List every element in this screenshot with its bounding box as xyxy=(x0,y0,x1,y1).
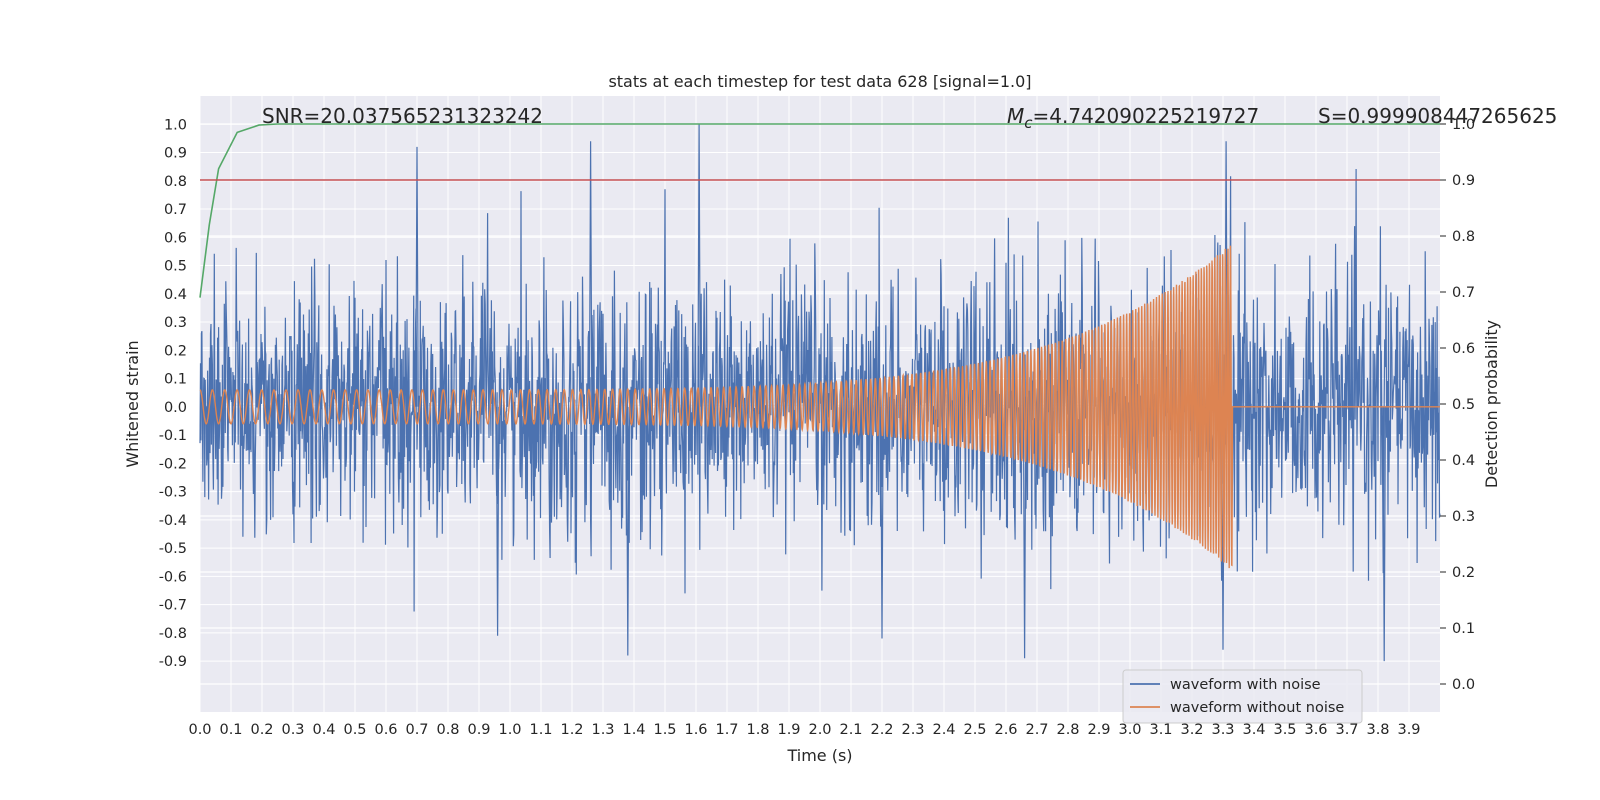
x-tick-label: 2.0 xyxy=(808,722,831,738)
y-tick-label: 0.8 xyxy=(164,174,187,190)
x-tick-label: 0.4 xyxy=(312,722,335,738)
y2-tick-labels: 0.0 0.1 0.2 0.3 0.4 0.5 0.6 0.7 0.8 0.9 1.0 xyxy=(1440,117,1475,693)
x-tick-label: 3.9 xyxy=(1397,722,1420,738)
x-tick-label: 2.4 xyxy=(932,722,955,738)
chirp-mass-value: =4.742090225219727 xyxy=(1033,104,1260,128)
chirp-mass-subscript: c xyxy=(1024,114,1033,132)
x-tick-label: 3.2 xyxy=(1180,722,1203,738)
y-tick-label: 0.3 xyxy=(164,315,187,331)
x-tick-label: 0.9 xyxy=(467,722,490,738)
chirp-mass-symbol: M xyxy=(1007,104,1024,128)
x-tick-label: 2.2 xyxy=(870,722,893,738)
x-tick-label: 0.1 xyxy=(219,722,242,738)
y-tick-label: 0.0 xyxy=(164,400,187,416)
series-layer xyxy=(199,123,1441,662)
x-tick-label: 2.3 xyxy=(901,722,924,738)
y2-tick-label: 1.0 xyxy=(1452,117,1475,133)
y-tick-label: -0.2 xyxy=(159,456,187,472)
x-tick-label: 2.7 xyxy=(1025,722,1048,738)
chirp-mass-annotation: Mc=4.742090225219727 xyxy=(1007,104,1259,132)
x-tick-label: 1.3 xyxy=(591,722,614,738)
y-tick-label: 0.6 xyxy=(164,230,187,246)
x-tick-label: 1.0 xyxy=(498,722,521,738)
y2-tick-label: 0.6 xyxy=(1452,341,1475,357)
x-tick-label: 0.7 xyxy=(405,722,428,738)
x-tick-label: 3.0 xyxy=(1118,722,1141,738)
x-tick-label: 3.7 xyxy=(1335,722,1358,738)
legend-label-noise: waveform with noise xyxy=(1170,677,1321,693)
legend: waveform with noise waveform without noi… xyxy=(1122,669,1363,724)
legend-box xyxy=(1122,669,1363,724)
x-tick-label: 0.6 xyxy=(374,722,397,738)
series-detection-probability xyxy=(199,123,1440,298)
x-tick-label: 2.5 xyxy=(963,722,986,738)
x-tick-label: 0.2 xyxy=(250,722,273,738)
y-tick-label: 0.7 xyxy=(164,202,187,218)
y-tick-label: -0.5 xyxy=(159,541,187,557)
y-tick-label: -0.3 xyxy=(159,485,187,501)
y-tick-label: -0.1 xyxy=(159,428,187,444)
y2-tick-label: 0.8 xyxy=(1452,229,1475,245)
y2-tick-label: 0.1 xyxy=(1452,621,1475,637)
chart-title: stats at each timestep for test data 628… xyxy=(608,72,1031,91)
y-tick-label: 0.9 xyxy=(164,146,187,162)
y2-tick-label: 0.7 xyxy=(1452,285,1475,301)
legend-label-clean: waveform without noise xyxy=(1170,700,1344,716)
x-axis-label: Time (s) xyxy=(786,746,852,765)
y-tick-label: -0.7 xyxy=(159,598,187,614)
y-tick-label: -0.9 xyxy=(159,654,187,670)
x-tick-label: 0.3 xyxy=(281,722,304,738)
x-tick-label: 2.9 xyxy=(1087,722,1110,738)
x-tick-label: 2.6 xyxy=(994,722,1017,738)
y2-axis-label: Detection probability xyxy=(1482,320,1501,488)
x-tick-label: 1.8 xyxy=(746,722,769,738)
x-tick-label: 1.2 xyxy=(560,722,583,738)
y-tick-label: 0.1 xyxy=(164,372,187,388)
x-tick-label: 1.4 xyxy=(622,722,645,738)
x-tick-label: 1.6 xyxy=(684,722,707,738)
y-tick-label: 0.5 xyxy=(164,259,187,275)
y-axis-label: Whitened strain xyxy=(123,340,142,467)
y2-tick-label: 0.0 xyxy=(1452,677,1475,693)
y-tick-label: 1.0 xyxy=(164,117,187,133)
significance-annotation: S=0.999908447265625 xyxy=(1318,104,1557,128)
y2-tick-label: 0.5 xyxy=(1452,397,1475,413)
x-tick-label: 2.8 xyxy=(1056,722,1079,738)
x-tick-label: 0.5 xyxy=(343,722,366,738)
x-tick-label: 2.1 xyxy=(839,722,862,738)
x-tick-label: 3.1 xyxy=(1149,722,1172,738)
y2-tick-label: 0.2 xyxy=(1452,565,1475,581)
x-tick-label: 3.5 xyxy=(1273,722,1296,738)
y-tick-label: 0.4 xyxy=(164,287,187,303)
x-tick-label: 3.8 xyxy=(1366,722,1389,738)
x-tick-label: 0.0 xyxy=(188,722,211,738)
y2-tick-label: 0.9 xyxy=(1452,173,1475,189)
y-tick-label: -0.4 xyxy=(159,513,187,529)
y2-tick-label: 0.3 xyxy=(1452,509,1475,525)
snr-annotation: SNR=20.037565231323242 xyxy=(262,104,543,128)
x-tick-label: 3.6 xyxy=(1304,722,1327,738)
y-tick-label: -0.8 xyxy=(159,626,187,642)
y2-tick-label: 0.4 xyxy=(1452,453,1475,469)
y-tick-labels: -0.9 -0.8 -0.7 -0.6 -0.5 -0.4 -0.3 -0.2 -0.1 0.0 0… xyxy=(159,117,187,670)
x-tick-label: 3.4 xyxy=(1242,722,1265,738)
x-tick-label: 1.1 xyxy=(529,722,552,738)
x-tick-label: 1.9 xyxy=(777,722,800,738)
y-tick-label: 0.2 xyxy=(164,343,187,359)
x-tick-label: 1.5 xyxy=(653,722,676,738)
x-tick-label: 0.8 xyxy=(436,722,459,738)
x-tick-labels: 0.0 0.1 0.2 0.3 0.4 0.5 0.6 0.7 0.8 0.9 1.0 1.1 1.2 1… xyxy=(188,722,1420,738)
y-tick-label: -0.6 xyxy=(159,569,187,585)
series-waveform-without-noise xyxy=(199,245,1440,569)
x-tick-label: 3.3 xyxy=(1211,722,1234,738)
x-tick-label: 1.7 xyxy=(715,722,738,738)
